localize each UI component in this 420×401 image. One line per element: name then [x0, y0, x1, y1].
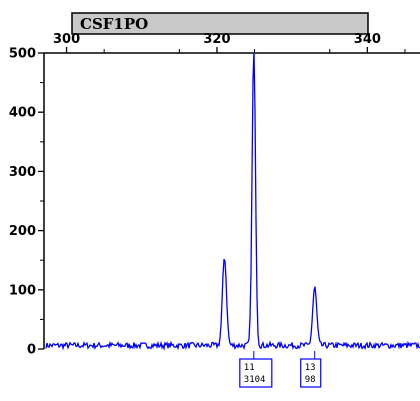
allele-label-box [300, 358, 322, 388]
x-tick-label: 340 [354, 32, 381, 47]
y-tick-label: 200 [9, 224, 36, 239]
allele-label-box [239, 358, 273, 388]
y-tick-label: 0 [27, 343, 36, 358]
chart-title: CSF1PO [80, 15, 148, 33]
y-tick-label: 100 [9, 283, 36, 298]
series-trace [45, 53, 420, 351]
x-tick-label: 300 [53, 32, 80, 47]
y-tick-label: 400 [9, 106, 36, 121]
allele-height: 3104 [244, 375, 266, 385]
locus-title-box [71, 12, 369, 35]
allele-height: 98 [305, 375, 316, 385]
x-tick-label: 320 [203, 32, 230, 47]
y-tick-label: 300 [9, 165, 36, 180]
allele-number: 11 [244, 363, 255, 373]
y-tick-label: 500 [9, 47, 36, 62]
allele-number: 13 [305, 363, 316, 373]
